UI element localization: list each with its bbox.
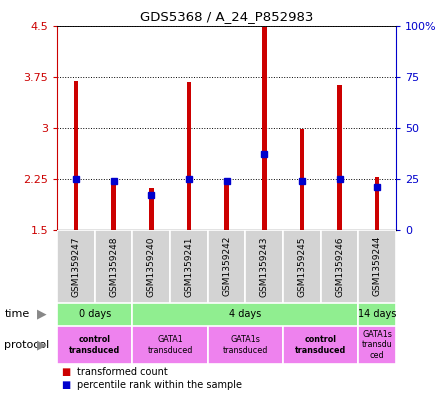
Text: GSM1359243: GSM1359243 bbox=[260, 236, 269, 296]
Bar bbox=[300, 129, 304, 230]
Text: 4 days: 4 days bbox=[229, 309, 261, 320]
Text: ■: ■ bbox=[62, 367, 71, 377]
Text: GSM1359244: GSM1359244 bbox=[373, 236, 381, 296]
Bar bbox=[358, 326, 396, 364]
Bar bbox=[57, 230, 95, 303]
Text: 14 days: 14 days bbox=[358, 309, 396, 320]
Text: GATA1s
transduced: GATA1s transduced bbox=[223, 335, 268, 354]
Text: transformed count: transformed count bbox=[77, 367, 168, 377]
Bar bbox=[170, 230, 208, 303]
Text: GSM1359246: GSM1359246 bbox=[335, 236, 344, 296]
Text: GSM1359248: GSM1359248 bbox=[109, 236, 118, 296]
Text: ▶: ▶ bbox=[37, 308, 47, 321]
Bar bbox=[208, 230, 246, 303]
Text: GSM1359245: GSM1359245 bbox=[297, 236, 306, 296]
Bar bbox=[358, 230, 396, 303]
Bar bbox=[74, 81, 78, 230]
Text: GSM1359247: GSM1359247 bbox=[72, 236, 81, 296]
Text: control
transduced: control transduced bbox=[69, 335, 121, 354]
Bar bbox=[149, 188, 154, 230]
Text: time: time bbox=[4, 309, 29, 320]
Bar bbox=[283, 326, 358, 364]
Text: ▶: ▶ bbox=[37, 338, 47, 351]
Bar bbox=[283, 230, 321, 303]
Title: GDS5368 / A_24_P852983: GDS5368 / A_24_P852983 bbox=[140, 10, 313, 23]
Bar bbox=[187, 82, 191, 230]
Bar bbox=[57, 303, 132, 326]
Bar bbox=[132, 303, 358, 326]
Text: GSM1359242: GSM1359242 bbox=[222, 236, 231, 296]
Text: 0 days: 0 days bbox=[79, 309, 111, 320]
Text: GATA1
transduced: GATA1 transduced bbox=[147, 335, 193, 354]
Bar bbox=[375, 177, 379, 230]
Bar bbox=[321, 230, 358, 303]
Bar bbox=[224, 181, 229, 230]
Text: percentile rank within the sample: percentile rank within the sample bbox=[77, 380, 242, 390]
Text: ■: ■ bbox=[62, 380, 71, 390]
Bar bbox=[95, 230, 132, 303]
Bar bbox=[246, 230, 283, 303]
Bar bbox=[208, 326, 283, 364]
Bar bbox=[337, 86, 342, 230]
Text: control
transduced: control transduced bbox=[295, 335, 346, 354]
Bar bbox=[132, 326, 208, 364]
Bar bbox=[111, 181, 116, 230]
Bar bbox=[57, 326, 132, 364]
Text: GATA1s
transdu
ced: GATA1s transdu ced bbox=[362, 330, 392, 360]
Bar bbox=[132, 230, 170, 303]
Text: protocol: protocol bbox=[4, 340, 50, 350]
Text: GSM1359240: GSM1359240 bbox=[147, 236, 156, 296]
Bar bbox=[358, 303, 396, 326]
Bar bbox=[262, 27, 267, 230]
Text: GSM1359241: GSM1359241 bbox=[184, 236, 194, 296]
